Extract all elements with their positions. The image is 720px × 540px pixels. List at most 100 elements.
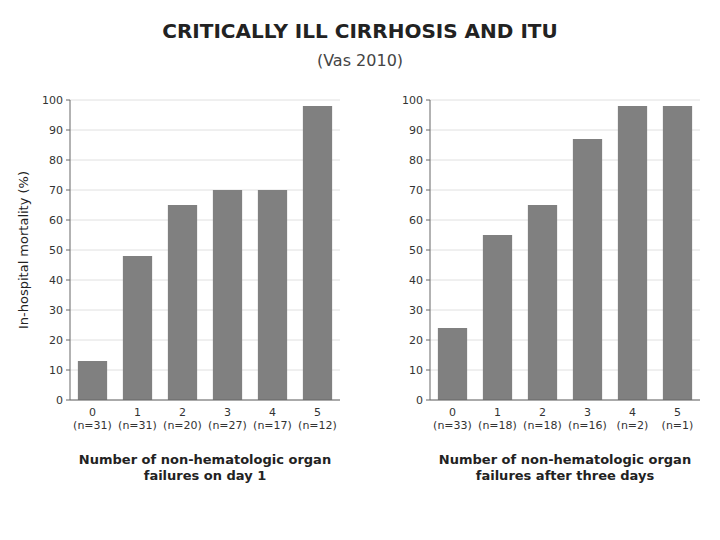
grid-line <box>70 160 340 161</box>
bar <box>168 205 197 400</box>
y-tick <box>426 160 430 161</box>
grid-line <box>70 190 340 191</box>
y-tick <box>426 100 430 101</box>
x-tick-label: 1(n=18) <box>478 406 517 432</box>
grid-line <box>430 280 700 281</box>
x-tick-label: 0(n=31) <box>73 406 112 432</box>
y-tick <box>426 310 430 311</box>
grid-line <box>70 130 340 131</box>
grid-line <box>70 100 340 101</box>
bar <box>258 190 287 400</box>
y-tick <box>66 400 70 401</box>
x-axis-label: Number of non-hematologic organfailures … <box>439 452 691 483</box>
x-tick-label: 3(n=16) <box>568 406 607 432</box>
x-tick-label: 0(n=33) <box>433 406 472 432</box>
grid-line <box>70 400 340 401</box>
y-tick <box>66 100 70 101</box>
x-axis <box>70 400 340 401</box>
y-tick <box>66 190 70 191</box>
grid-line <box>70 310 340 311</box>
chart-panel: 01020304050607080901000(n=33)1(n=18)2(n=… <box>402 94 700 483</box>
grid-line <box>430 220 700 221</box>
y-tick <box>426 280 430 281</box>
y-tick-label: 80 <box>49 154 63 167</box>
y-tick-label: 90 <box>409 124 423 137</box>
y-tick-label: 0 <box>416 394 423 407</box>
y-tick <box>66 250 70 251</box>
grid-line <box>70 340 340 341</box>
bar <box>78 361 107 400</box>
x-tick-label: 2(n=20) <box>163 406 202 432</box>
bars <box>438 106 692 400</box>
x-tick-label: 5(n=1) <box>662 406 694 432</box>
y-tick-label: 60 <box>409 214 423 227</box>
y-tick-label: 0 <box>56 394 63 407</box>
grid-line <box>430 160 700 161</box>
y-axis <box>430 100 431 400</box>
grid-line <box>430 370 700 371</box>
y-tick-label: 10 <box>49 364 63 377</box>
y-axis-label: In-hospital mortality (%) <box>16 171 31 329</box>
y-tick <box>66 370 70 371</box>
x-tick-label: 5(n=12) <box>298 406 337 432</box>
bar <box>303 106 332 400</box>
subtitle: (Vas 2010) <box>317 51 403 70</box>
y-tick <box>426 250 430 251</box>
y-tick-label: 20 <box>409 334 423 347</box>
chart-root: CRITICALLY ILL CIRRHOSIS AND ITU(Vas 201… <box>0 0 720 540</box>
y-tick-label: 10 <box>409 364 423 377</box>
y-tick <box>66 160 70 161</box>
bar <box>438 328 467 400</box>
grid-line <box>430 310 700 311</box>
x-tick-label: 4(n=2) <box>617 406 649 432</box>
y-tick <box>66 130 70 131</box>
y-tick <box>66 310 70 311</box>
y-tick-label: 50 <box>49 244 63 257</box>
y-tick-label: 100 <box>42 94 63 107</box>
chart-svg: CRITICALLY ILL CIRRHOSIS AND ITU(Vas 201… <box>0 0 720 540</box>
x-tick-label: 1(n=31) <box>118 406 157 432</box>
x-tick-label: 4(n=17) <box>253 406 292 432</box>
bar <box>213 190 242 400</box>
bar <box>573 139 602 400</box>
y-tick-label: 60 <box>49 214 63 227</box>
grid-line <box>430 100 700 101</box>
y-tick <box>426 190 430 191</box>
x-tick-label: 3(n=27) <box>208 406 247 432</box>
y-tick-label: 30 <box>49 304 63 317</box>
x-tick-label: 2(n=18) <box>523 406 562 432</box>
grid-line <box>430 130 700 131</box>
y-tick-label: 70 <box>409 184 423 197</box>
x-axis <box>430 400 700 401</box>
y-tick-label: 70 <box>49 184 63 197</box>
bar <box>663 106 692 400</box>
y-tick <box>426 370 430 371</box>
y-tick <box>426 220 430 221</box>
y-tick-label: 50 <box>409 244 423 257</box>
bar <box>618 106 647 400</box>
y-tick-label: 90 <box>49 124 63 137</box>
y-tick-label: 40 <box>409 274 423 287</box>
y-tick-label: 40 <box>49 274 63 287</box>
y-tick <box>66 340 70 341</box>
grid-line <box>430 400 700 401</box>
y-tick <box>426 400 430 401</box>
y-tick <box>426 130 430 131</box>
bar <box>123 256 152 400</box>
grid-line <box>70 280 340 281</box>
y-tick <box>66 280 70 281</box>
grid-line <box>430 250 700 251</box>
y-tick-label: 30 <box>409 304 423 317</box>
grid-line <box>70 370 340 371</box>
bar <box>483 235 512 400</box>
y-tick-label: 80 <box>409 154 423 167</box>
bar <box>528 205 557 400</box>
y-axis <box>70 100 71 400</box>
y-tick <box>66 220 70 221</box>
grid-line <box>430 190 700 191</box>
grid-line <box>430 340 700 341</box>
y-tick <box>426 340 430 341</box>
grid-line <box>70 250 340 251</box>
x-axis-label: Number of non-hematologic organfailures … <box>79 452 331 483</box>
bars <box>78 106 332 400</box>
